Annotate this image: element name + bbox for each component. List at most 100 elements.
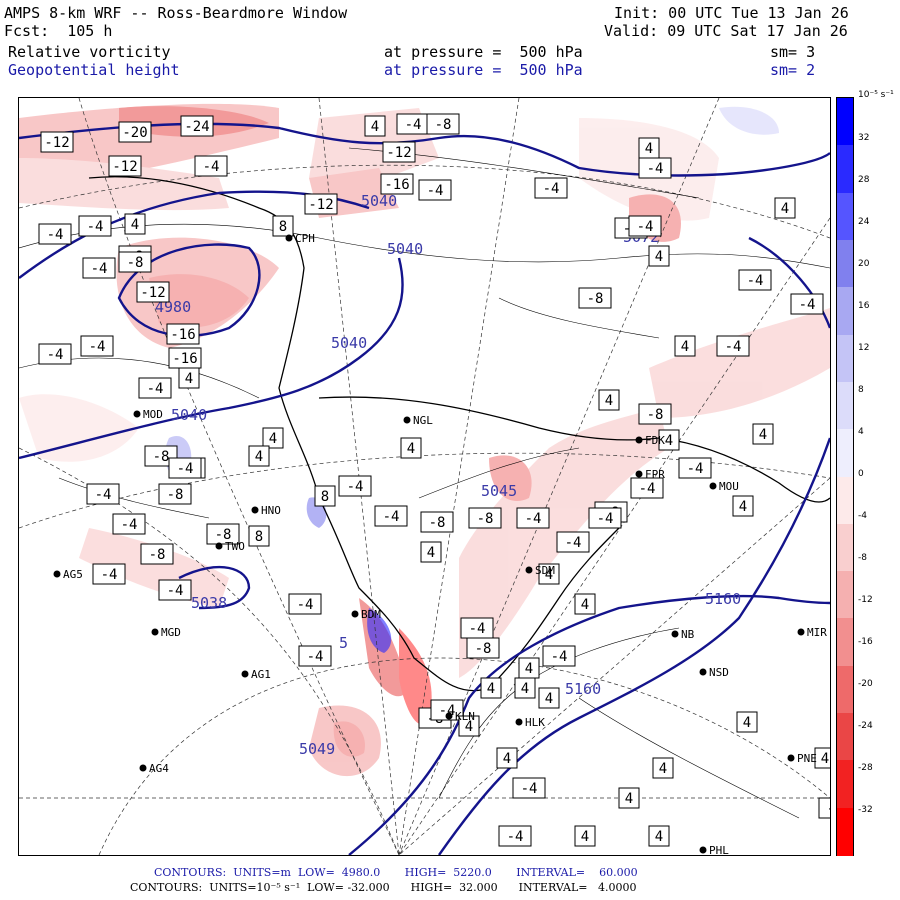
vorticity-label: -4: [747, 273, 764, 289]
colorbar-tick-label: 12: [858, 343, 870, 353]
vorticity-label: 4: [465, 719, 473, 735]
vorticity-label: -4: [507, 829, 524, 845]
vorticity-label-box: [298, 645, 332, 667]
vorticity-label-box: [140, 543, 174, 565]
vorticity-label-box: [118, 251, 152, 273]
vorticity-label-box: [578, 287, 612, 309]
vorticity-label: 8: [255, 529, 263, 545]
colorbar: [836, 97, 854, 856]
vorticity-label: -16: [384, 177, 409, 193]
vorticity-label: 4: [645, 141, 653, 157]
station-label: NB: [681, 628, 695, 641]
vorticity-label-box: [418, 179, 452, 201]
forecast-hour: Fcst: 105 h: [4, 22, 113, 40]
vorticity-label: 4: [525, 661, 533, 677]
colorbar-tick-label: 16: [858, 301, 870, 311]
height-label: 5040: [331, 334, 367, 352]
vorticity-label: -4: [469, 621, 486, 637]
vorticity-label: 4: [655, 249, 663, 265]
vorticity-label-box: [630, 477, 664, 499]
colorbar-tick-label: -4: [858, 511, 867, 521]
vorticity-label: -8: [435, 117, 452, 133]
vorticity-label: -8: [215, 527, 232, 543]
station-dot: [787, 754, 795, 762]
vorticity-label: 4: [521, 681, 529, 697]
station-dot: [635, 436, 643, 444]
field2-level: at pressure = 500 hPa: [384, 61, 583, 79]
vorticity-label: -4: [347, 479, 364, 495]
station-dot: [139, 764, 147, 772]
init-time: Init: 00 UTC Tue 13 Jan 26: [614, 4, 849, 22]
station-dot: [699, 846, 707, 854]
colorbar-segment: [837, 476, 853, 525]
vorticity-label: 4: [743, 715, 751, 731]
vorticity-label-box: [574, 593, 596, 615]
colorbar-segment: [837, 381, 853, 430]
colorbar-segment: [837, 287, 853, 336]
vorticity-label: -16: [170, 327, 195, 343]
vorticity-label-box: [556, 531, 590, 553]
station-label: NSD: [709, 666, 729, 679]
map-canvas: 5040 5040 5040 5040 4980 5072 5045 5038 …: [19, 98, 830, 855]
colorbar-tick-label: -8: [858, 553, 867, 563]
field2-name: Geopotential height: [8, 61, 180, 79]
vorticity-label: -12: [140, 285, 165, 301]
colorbar-tick-label: 8: [858, 385, 864, 395]
station-dot: [151, 628, 159, 636]
station-label: FPR: [645, 468, 665, 481]
vorticity-label-box: [272, 215, 294, 237]
vorticity-label-box: [400, 437, 422, 459]
vorticity-label: -8: [429, 515, 446, 531]
vorticity-label-box: [38, 223, 72, 245]
height-label: 5040: [361, 192, 397, 210]
vorticity-label: 8: [279, 219, 287, 235]
vorticity-label: -8: [477, 511, 494, 527]
height-label: 5049: [299, 740, 335, 758]
vorticity-label-box: [158, 483, 192, 505]
vorticity-label: 4: [427, 545, 435, 561]
vorticity-label: -4: [87, 219, 104, 235]
station-label: MIR: [807, 626, 827, 639]
station-dot: [241, 670, 249, 678]
height-label: 5045: [481, 482, 517, 500]
vorticity-contour-info: CONTOURS: UNITS=10⁻⁵ s⁻¹ LOW= -32.000 HI…: [130, 881, 637, 894]
colorbar-tick-label: -28: [858, 763, 873, 773]
field2-smooth: sm= 2: [770, 61, 816, 79]
vorticity-label-box: [638, 403, 672, 425]
vorticity-label: 4: [739, 499, 747, 515]
vorticity-label-box: [512, 777, 546, 799]
vorticity-label-box: [178, 367, 200, 389]
station-dot: [699, 668, 707, 676]
vorticity-label-box: [314, 485, 336, 507]
station-dot: [53, 570, 61, 578]
colorbar-segment: [837, 665, 853, 714]
vorticity-label: 4: [581, 829, 589, 845]
vorticity-label-box: [628, 215, 662, 237]
vorticity-label: 4: [821, 751, 829, 767]
vorticity-label-box: [598, 389, 620, 411]
vorticity-label: 4: [131, 217, 139, 233]
colorbar-segment: [837, 239, 853, 288]
vorticity-label-box: [262, 427, 284, 449]
vorticity-label: -4: [427, 183, 444, 199]
vorticity-label-box: [732, 495, 754, 517]
vorticity-label-box: [678, 457, 712, 479]
station-dot: [251, 506, 259, 514]
vorticity-label-box: [638, 157, 672, 179]
vorticity-label: -8: [167, 487, 184, 503]
vorticity-label-box: [136, 281, 170, 303]
vorticity-label: -4: [147, 381, 164, 397]
vorticity-label-box: [78, 215, 112, 237]
vorticity-label-box: [248, 525, 270, 547]
vorticity-label: 4: [659, 761, 667, 777]
vorticity-label: -8: [587, 291, 604, 307]
vorticity-label: 4: [487, 681, 495, 697]
colorbar-segment: [837, 807, 853, 856]
colorbar-segment: [837, 571, 853, 619]
colorbar-segment: [837, 145, 853, 194]
station-markers: CPH NGL FDK FPR MOU MOD HNO TWO AG5 SDM MGD BDM NB MI…: [53, 232, 827, 855]
vorticity-label-box: [652, 757, 674, 779]
vorticity-label-box: [38, 343, 72, 365]
vorticity-label: 4: [545, 567, 553, 583]
vorticity-label: 4: [545, 691, 553, 707]
